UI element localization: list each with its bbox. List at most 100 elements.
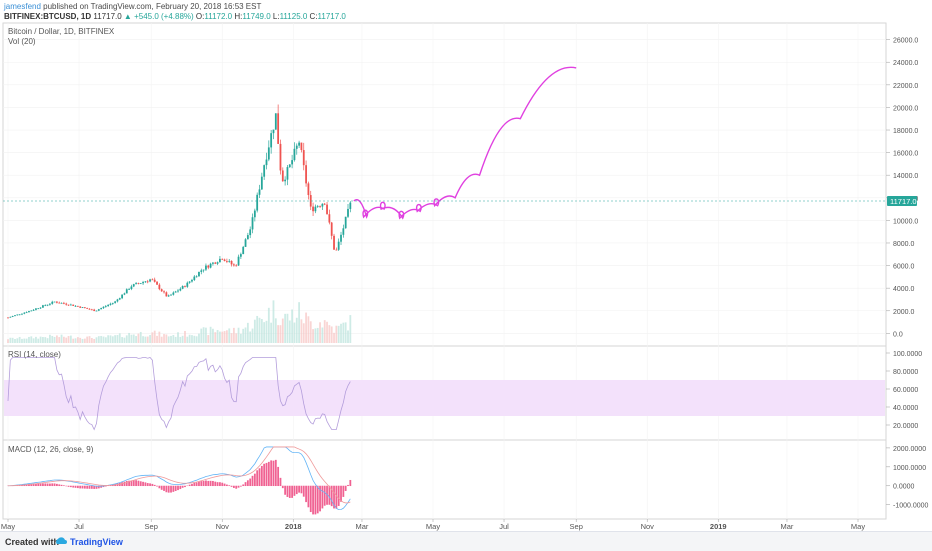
volume-bar xyxy=(144,337,146,343)
macd-histogram-bar xyxy=(340,486,342,502)
volume-bar xyxy=(305,313,307,343)
macd-histogram-bar xyxy=(214,482,216,486)
macd-histogram-bar xyxy=(79,486,81,489)
candle-body xyxy=(119,298,121,299)
candle-body xyxy=(112,303,114,304)
candle-body xyxy=(291,160,293,164)
macd-histogram-bar xyxy=(165,486,167,492)
time-tick-label: Sep xyxy=(145,522,158,531)
candle-body xyxy=(35,308,37,309)
macd-histogram-bar xyxy=(177,486,179,490)
volume-bar xyxy=(107,335,109,343)
volume-bar xyxy=(19,337,21,343)
macd-histogram-bar xyxy=(296,486,298,494)
volume-bar xyxy=(142,336,144,343)
candle-body xyxy=(147,281,149,282)
volume-bar xyxy=(335,326,337,343)
candle-body xyxy=(37,308,39,309)
macd-histogram-bar xyxy=(238,486,240,488)
macd-histogram-bar xyxy=(268,462,270,486)
macd-histogram-bar xyxy=(200,481,202,486)
candle-body xyxy=(23,313,25,314)
volume-bar xyxy=(310,321,312,343)
rsi-title: RSI (14, close) xyxy=(8,350,61,359)
volume-bar xyxy=(77,337,79,343)
macd-histogram-bar xyxy=(56,484,58,486)
macd-histogram-bar xyxy=(212,481,214,486)
price-panel[interactable] xyxy=(3,23,886,346)
macd-histogram-bar xyxy=(233,486,235,488)
macd-histogram-bar xyxy=(44,483,46,486)
candle-body xyxy=(16,314,18,315)
volume-bar xyxy=(235,333,237,343)
candle-body xyxy=(63,303,65,304)
candle-body xyxy=(219,259,221,262)
volume-bar xyxy=(259,318,261,343)
volume-bar xyxy=(203,327,205,343)
macd-histogram-bar xyxy=(82,486,84,489)
candle-body xyxy=(126,289,128,293)
volume-bar xyxy=(72,339,74,343)
volume-bar xyxy=(65,338,67,343)
price-axis[interactable]: 26000.024000.022000.020000.018000.016000… xyxy=(886,38,918,339)
macd-histogram-bar xyxy=(179,486,181,489)
volume-bar xyxy=(112,336,114,343)
macd-histogram-bar xyxy=(256,470,258,486)
volume-bar xyxy=(56,335,58,343)
volume-bar xyxy=(221,332,223,343)
candle-body xyxy=(196,276,198,277)
volume-bar xyxy=(256,316,258,343)
candle-body xyxy=(175,291,177,292)
volume-bar xyxy=(119,333,121,343)
volume-bar xyxy=(198,334,200,343)
macd-tick-label: 2000.0000 xyxy=(893,446,926,453)
macd-histogram-bar xyxy=(126,481,128,486)
volume-bar xyxy=(170,336,172,343)
volume-bar xyxy=(314,328,316,343)
volume-bar xyxy=(100,336,102,343)
candle-body xyxy=(14,315,16,316)
candle-body xyxy=(140,283,142,284)
macd-histogram-bar xyxy=(70,486,72,487)
chart-canvas[interactable]: Bitcoin / Dollar, 1D, BITFINEX Vol (20) … xyxy=(0,0,932,531)
candle-body xyxy=(254,211,256,218)
volume-bar xyxy=(91,338,93,343)
macd-histogram-bar xyxy=(144,482,146,486)
rsi-tick-label: 20.0000 xyxy=(893,423,918,430)
candle-body xyxy=(7,318,9,319)
candle-body xyxy=(70,305,72,306)
macd-histogram-bar xyxy=(189,485,191,486)
candle-body xyxy=(107,305,109,306)
macd-histogram-bar xyxy=(124,482,126,486)
volume-bar xyxy=(326,322,328,343)
candle-body xyxy=(280,144,282,171)
volume-bar xyxy=(347,330,349,343)
macd-histogram-bar xyxy=(221,483,223,486)
volume-bar xyxy=(54,337,56,343)
volume-bar xyxy=(319,322,321,343)
volume-bar xyxy=(114,335,116,343)
volume-bar xyxy=(51,336,53,343)
tradingview-brand[interactable]: TradingView xyxy=(70,537,123,547)
candle-body xyxy=(224,260,226,261)
candle-body xyxy=(189,282,191,283)
macd-histogram-bar xyxy=(349,480,351,486)
macd-histogram-bar xyxy=(77,486,79,488)
volume-bar xyxy=(23,339,25,343)
candle-body xyxy=(200,270,202,272)
volume-bar xyxy=(328,325,330,343)
macd-tick-label: -1000.0000 xyxy=(893,503,929,510)
volume-bar xyxy=(280,325,282,343)
volume-bar xyxy=(149,335,151,343)
macd-histogram-bar xyxy=(37,484,39,486)
volume-bar xyxy=(138,334,140,343)
candle-body xyxy=(72,305,74,306)
rsi-tick-label: 80.0000 xyxy=(893,369,918,376)
volume-bar xyxy=(238,328,240,343)
candle-body xyxy=(138,283,140,284)
candle-body xyxy=(345,217,347,229)
candle-body xyxy=(28,311,30,312)
